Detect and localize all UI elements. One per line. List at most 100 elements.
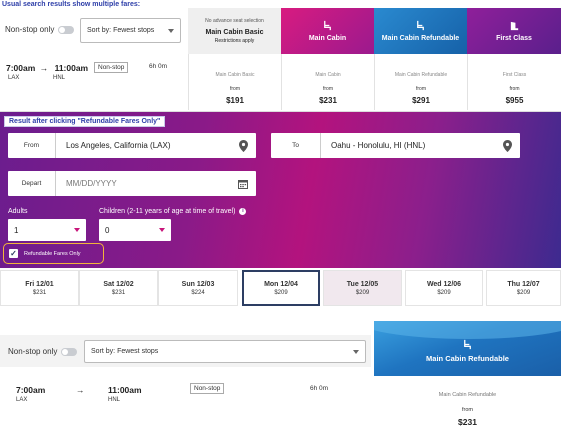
date-price: $231: [32, 289, 47, 296]
info-icon[interactable]: i: [239, 208, 247, 215]
to-value: Oahu - Honolulu, HI (HNL): [331, 141, 426, 150]
basic-sub: Restrictions apply: [214, 38, 255, 44]
first-title: First Class: [496, 35, 532, 42]
refundable-header-2[interactable]: Main Cabin Refundable: [374, 321, 561, 376]
nonstop-label: Non-stop only: [8, 347, 58, 356]
refundable-header-title: Main Cabin Refundable: [426, 354, 509, 363]
date-price: $224: [191, 289, 205, 296]
fare-name: Main Cabin Refundable: [394, 72, 448, 78]
date-price: $209: [355, 289, 370, 296]
date-tab[interactable]: Thu 12/07 $209: [486, 270, 561, 306]
nonstop-filter[interactable]: Non-stop only: [5, 25, 75, 34]
fare-cell-basic[interactable]: Main Cabin Basic from $191: [188, 54, 281, 110]
to-label: To: [271, 133, 321, 158]
date-tab[interactable]: Tue 12/05 $209: [323, 270, 402, 306]
destination-code-2: HNL: [108, 397, 121, 403]
depart-time: 7:00am: [16, 385, 46, 395]
location-pin-icon: [503, 139, 512, 152]
seat-icon: [464, 339, 471, 350]
nonstop-label: Non-stop only: [5, 25, 55, 34]
origin-code-2: LAX: [16, 397, 28, 403]
chevron-down-icon: [159, 228, 165, 232]
nonstop-toggle[interactable]: [61, 347, 78, 356]
date-tab[interactable]: Fri 12/01 $231: [0, 270, 79, 306]
fare-from: from: [323, 86, 333, 92]
date-tab[interactable]: Sat 12/02 $231: [79, 270, 158, 306]
fare-header-refundable[interactable]: Main Cabin Refundable: [374, 8, 467, 54]
nonstop-toggle[interactable]: [58, 25, 75, 34]
depart-label: Depart: [8, 171, 56, 196]
fare-cell-main[interactable]: Main Cabin from $231: [281, 54, 374, 110]
date-price: $231: [111, 289, 126, 296]
sort-dropdown-2[interactable]: Sort by: Fewest stops: [84, 340, 366, 363]
fare-price: $291: [412, 96, 430, 105]
fare-name: Main Cabin Refundable: [438, 392, 497, 398]
fare-from: from: [230, 86, 240, 92]
depart-placeholder: MM/DD/YYYY: [66, 179, 117, 188]
refundable-label: Refundable Fares Only: [24, 250, 81, 257]
flight-times: 7:00am → 11:00am: [6, 63, 88, 73]
from-field[interactable]: From Los Angeles, California (LAX): [8, 133, 256, 158]
depart-field[interactable]: Depart MM/DD/YYYY: [8, 171, 256, 196]
fare-from: from: [462, 407, 473, 413]
flight-times-2: 7:00am: [16, 385, 45, 395]
children-label: Children (2-11 years of age at time of t…: [99, 208, 247, 215]
to-field[interactable]: To Oahu - Honolulu, HI (HNL): [271, 133, 520, 158]
fare-cell-first[interactable]: First Class from $955: [467, 54, 561, 110]
chevron-down-icon: [74, 228, 80, 232]
date-tab[interactable]: Wed 12/06 $209: [405, 270, 483, 306]
refundable-title: Main Cabin Refundable: [381, 35, 460, 42]
children-value: 0: [105, 225, 110, 235]
nonstop-badge: Non-stop: [94, 62, 129, 73]
checkbox-checked-icon[interactable]: ✓: [9, 249, 18, 258]
header-wave: [374, 321, 561, 339]
depart-time: 7:00am: [6, 63, 36, 73]
fare-price: $955: [505, 96, 524, 105]
destination-code: HNL: [53, 75, 66, 81]
date-day: Thu 12/07: [507, 280, 540, 288]
fare-name: First Class: [502, 72, 527, 78]
date-price: $209: [516, 289, 531, 296]
fare-from: from: [416, 86, 426, 92]
date-price: $209: [437, 289, 451, 296]
date-day: Sat 12/02: [103, 280, 134, 288]
date-day: Wed 12/06: [426, 280, 462, 288]
main-title: Main Cabin: [308, 35, 347, 42]
seat-icon: [417, 20, 424, 31]
fare-cell-refundable[interactable]: Main Cabin Refundable from $291: [374, 54, 467, 110]
date-price: $209: [274, 289, 288, 296]
from-label: From: [8, 133, 56, 158]
date-tab[interactable]: Sun 12/03 $224: [158, 270, 238, 306]
calendar-icon: [238, 179, 248, 189]
fare-name: Main Cabin: [315, 72, 341, 78]
chevron-down-icon: [168, 28, 174, 33]
sort-dropdown[interactable]: Sort by: Fewest stops: [80, 18, 181, 43]
basic-title: Main Cabin Basic: [205, 29, 264, 36]
location-pin-icon: [239, 139, 248, 152]
arrow-icon: →: [39, 63, 49, 73]
sort-label: Sort by: Fewest stops: [87, 27, 155, 34]
adults-value: 1: [14, 225, 19, 235]
fare-header-basic[interactable]: No advance seat selection Main Cabin Bas…: [188, 8, 281, 54]
refundable-checkbox-wrap[interactable]: ✓ Refundable Fares Only: [3, 243, 104, 264]
fare-header-main[interactable]: Main Cabin: [281, 8, 374, 54]
date-day: Mon 12/04: [264, 280, 298, 288]
arrow-icon: →: [76, 385, 85, 395]
fare-header-first[interactable]: First Class: [467, 8, 561, 54]
fare-price: $231: [458, 417, 477, 427]
children-label-text: Children (2-11 years of age at time of t…: [99, 208, 236, 215]
first-seat-icon: [510, 21, 518, 31]
caption-middle: Result after clicking "Refundable Fares …: [4, 116, 166, 127]
nonstop-filter-2[interactable]: Non-stop only: [8, 347, 78, 356]
sort-label: Sort by: Fewest stops: [91, 348, 159, 355]
flight-duration: 6h 0m: [149, 63, 168, 70]
fare-price: $231: [319, 96, 337, 105]
fare-cell-refundable-2[interactable]: Main Cabin Refundable from $231: [374, 376, 561, 435]
children-select[interactable]: 0: [99, 219, 171, 241]
fare-name: Main Cabin Basic: [215, 72, 255, 78]
fare-from: from: [509, 86, 520, 92]
adults-select[interactable]: 1: [8, 219, 86, 241]
date-tab-selected[interactable]: Mon 12/04 $209: [242, 270, 320, 306]
seat-icon: [324, 20, 331, 31]
fare-price: $191: [226, 96, 244, 105]
